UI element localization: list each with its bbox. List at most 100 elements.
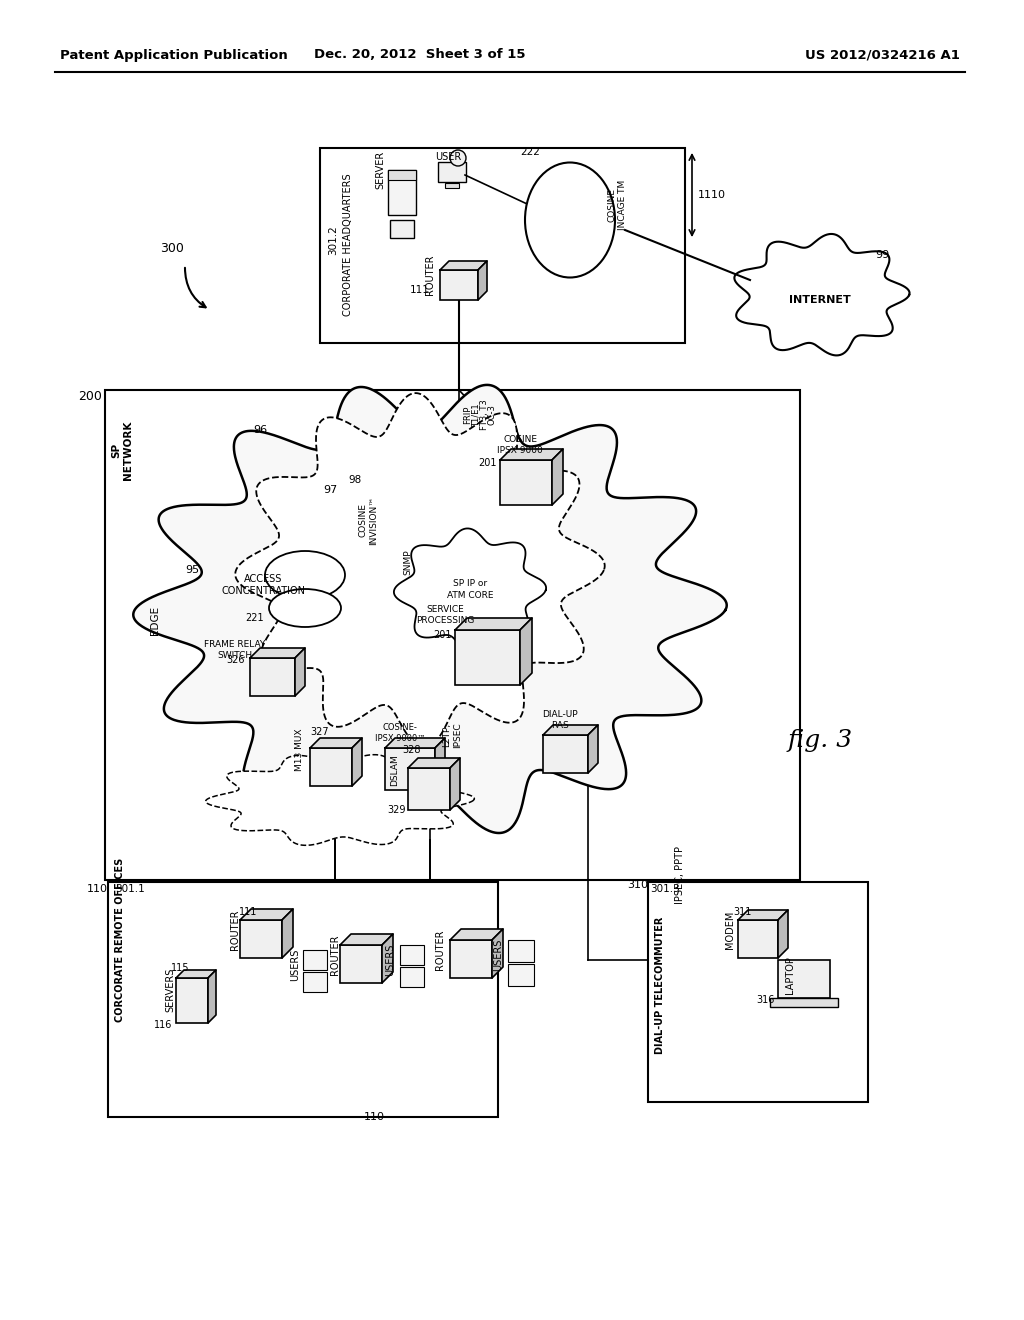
- Text: COSINE
IPSX 9000: COSINE IPSX 9000: [497, 436, 543, 454]
- Text: ROUTER: ROUTER: [425, 255, 435, 296]
- Polygon shape: [240, 909, 293, 920]
- Bar: [385, 748, 435, 789]
- Text: ROUTER: ROUTER: [435, 929, 445, 970]
- Bar: [400, 968, 424, 987]
- Text: FRAME RELAY
SWITCH: FRAME RELAY SWITCH: [205, 640, 265, 660]
- Text: 95: 95: [185, 565, 199, 576]
- Text: T1/E1: T1/E1: [471, 403, 480, 426]
- Polygon shape: [500, 449, 563, 459]
- Text: Patent Application Publication: Patent Application Publication: [60, 49, 288, 62]
- Circle shape: [450, 150, 466, 166]
- Polygon shape: [450, 758, 460, 810]
- Text: 301.3: 301.3: [650, 884, 680, 894]
- Bar: [500, 459, 552, 506]
- Bar: [340, 945, 382, 983]
- Bar: [319, 148, 685, 343]
- Text: Dec. 20, 2012  Sheet 3 of 15: Dec. 20, 2012 Sheet 3 of 15: [314, 49, 525, 62]
- Text: SNMP: SNMP: [403, 549, 413, 574]
- Bar: [508, 940, 534, 962]
- Text: ROUTER: ROUTER: [330, 935, 340, 975]
- Polygon shape: [236, 393, 605, 747]
- Text: COSINE
INVISION™: COSINE INVISION™: [358, 495, 378, 545]
- Text: OC-3: OC-3: [487, 404, 497, 425]
- Polygon shape: [738, 909, 788, 920]
- Text: MODEM: MODEM: [725, 911, 735, 949]
- Polygon shape: [552, 449, 563, 506]
- Polygon shape: [588, 725, 598, 774]
- Text: FRIP: FRIP: [464, 405, 472, 424]
- Text: ACCESS
CONCENTRATION: ACCESS CONCENTRATION: [221, 574, 305, 595]
- Text: EDGE: EDGE: [150, 606, 160, 635]
- Polygon shape: [492, 929, 503, 978]
- Bar: [108, 882, 498, 1117]
- Text: SERVER: SERVER: [375, 150, 385, 189]
- Text: USERS: USERS: [385, 944, 395, 977]
- Text: 97: 97: [323, 484, 337, 495]
- Text: 301.2: 301.2: [328, 226, 338, 255]
- Text: 111: 111: [239, 907, 257, 917]
- Polygon shape: [250, 648, 305, 657]
- Bar: [303, 972, 327, 993]
- Text: 222: 222: [520, 147, 540, 157]
- Text: 316: 316: [757, 995, 775, 1005]
- Text: DIAL-UP
RAS: DIAL-UP RAS: [542, 710, 578, 730]
- Polygon shape: [340, 935, 393, 945]
- Text: 329: 329: [387, 805, 406, 814]
- Polygon shape: [310, 738, 362, 748]
- Text: 201: 201: [433, 630, 452, 640]
- Text: SP IP or: SP IP or: [453, 578, 487, 587]
- Text: 328: 328: [402, 744, 421, 755]
- Text: M13 MUX: M13 MUX: [296, 729, 304, 771]
- Text: CORPORATE HEADQUARTERS: CORPORATE HEADQUARTERS: [343, 174, 353, 317]
- Polygon shape: [408, 758, 460, 768]
- Text: COSINE
INCAGE TM: COSINE INCAGE TM: [607, 180, 627, 230]
- Text: INTERNET: INTERNET: [790, 294, 851, 305]
- Polygon shape: [206, 755, 474, 845]
- Text: ROUTER: ROUTER: [230, 909, 240, 950]
- Polygon shape: [478, 261, 487, 300]
- Text: 310: 310: [627, 880, 648, 890]
- Bar: [176, 978, 208, 1023]
- Text: 301.1: 301.1: [115, 884, 144, 894]
- Text: 200: 200: [78, 389, 102, 403]
- Polygon shape: [734, 234, 909, 355]
- Text: SERVERS: SERVERS: [165, 968, 175, 1012]
- Text: 98: 98: [348, 475, 361, 484]
- Bar: [240, 920, 282, 958]
- Polygon shape: [450, 929, 503, 940]
- Text: USERS: USERS: [290, 949, 300, 981]
- Text: ATM CORE: ATM CORE: [446, 591, 494, 601]
- Text: 111: 111: [411, 285, 430, 294]
- Bar: [445, 183, 459, 187]
- Text: COSINE-
IPSX 9000™: COSINE- IPSX 9000™: [375, 723, 425, 743]
- Text: DSLAM: DSLAM: [390, 754, 399, 785]
- Text: 221: 221: [246, 612, 264, 623]
- Bar: [450, 940, 492, 978]
- Polygon shape: [382, 935, 393, 983]
- Text: USERS: USERS: [493, 939, 503, 972]
- Bar: [388, 170, 416, 215]
- Polygon shape: [455, 618, 532, 630]
- Text: 201: 201: [478, 458, 497, 469]
- Bar: [408, 768, 450, 810]
- Text: USER: USER: [435, 152, 461, 162]
- Ellipse shape: [265, 550, 345, 599]
- Text: LAPTOP: LAPTOP: [785, 956, 795, 994]
- Bar: [508, 964, 534, 986]
- Polygon shape: [440, 261, 487, 271]
- Polygon shape: [208, 970, 216, 1023]
- Polygon shape: [282, 909, 293, 958]
- Bar: [310, 748, 352, 785]
- Bar: [455, 630, 520, 685]
- Text: SP
NETWORK: SP NETWORK: [112, 420, 133, 479]
- Text: 96: 96: [253, 425, 267, 436]
- Bar: [438, 162, 466, 182]
- Bar: [770, 998, 838, 1007]
- Text: IPSEC, PPTP: IPSEC, PPTP: [675, 846, 685, 904]
- Text: 327: 327: [310, 727, 330, 737]
- Text: 326: 326: [226, 655, 245, 665]
- Polygon shape: [394, 528, 546, 652]
- Polygon shape: [295, 648, 305, 696]
- Bar: [388, 170, 416, 180]
- Text: FT3, T3: FT3, T3: [479, 400, 488, 430]
